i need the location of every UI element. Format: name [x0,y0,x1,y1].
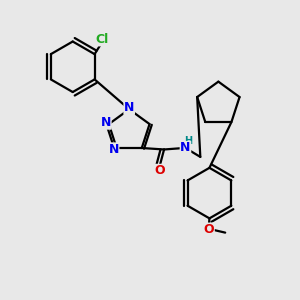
Text: O: O [203,223,214,236]
Text: H: H [184,136,193,146]
Text: Cl: Cl [95,33,109,46]
Text: N: N [109,143,119,156]
Text: N: N [124,101,134,114]
Text: N: N [101,116,111,129]
Text: N: N [180,142,191,154]
Text: O: O [154,164,165,177]
